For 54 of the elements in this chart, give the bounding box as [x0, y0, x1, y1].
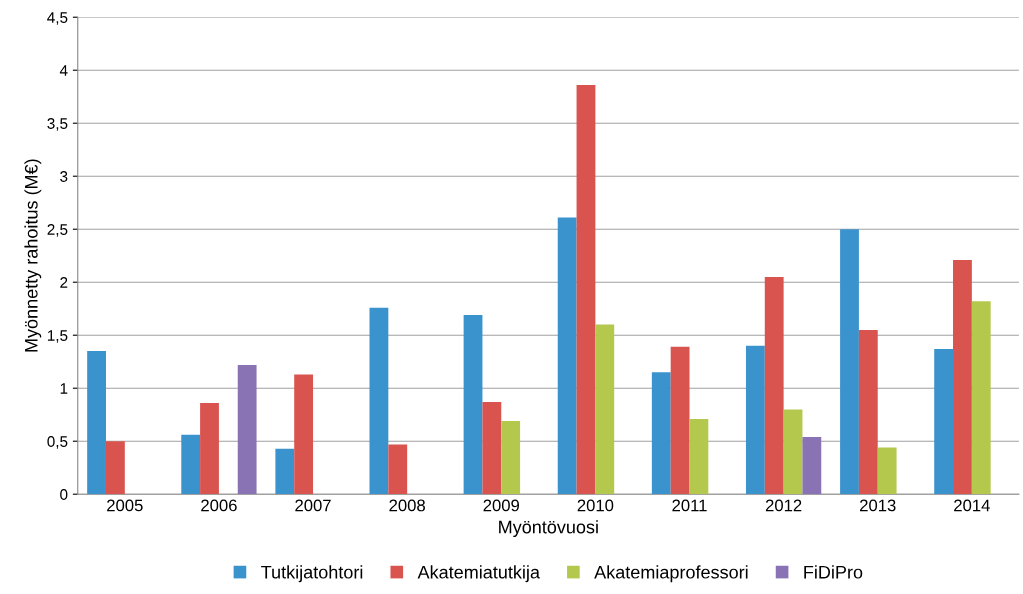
y-axis-title: Myönnetty rahoitus (M€) [24, 159, 42, 352]
bar [200, 403, 219, 495]
bar [651, 372, 671, 495]
bar [482, 401, 502, 495]
bar [87, 351, 106, 495]
bar [953, 259, 972, 495]
bar [369, 307, 389, 495]
x-tick-label: 2012 [765, 499, 802, 512]
bar [501, 421, 521, 495]
x-axis-title: Myöntövuosi [499, 520, 598, 537]
bar [858, 329, 878, 495]
bar [275, 448, 295, 495]
y-tick-label: 3 [60, 171, 68, 182]
bar [877, 447, 897, 495]
legend-label: Tutkijatohtori [261, 565, 363, 583]
y-tick-label: 4 [59, 65, 68, 76]
bar [294, 374, 314, 495]
x-tick-label: 2014 [954, 499, 990, 512]
bar [689, 418, 709, 495]
x-tick-label: 2009 [483, 499, 520, 512]
bar [576, 85, 596, 495]
bar [802, 436, 822, 495]
bar [934, 348, 954, 495]
legend-label: FiDiPro [804, 565, 863, 579]
x-tick-label: 2007 [295, 499, 331, 512]
y-tick-label: 1,5 [47, 330, 68, 343]
bar [181, 434, 201, 495]
y-tick-label: 0 [60, 489, 68, 500]
legend-label: Akatemiatutkija [417, 565, 540, 583]
y-tick-label: 1 [60, 383, 68, 394]
y-tick-label: 0,5 [47, 436, 68, 449]
x-tick-label: 2006 [201, 499, 237, 512]
bar [105, 441, 125, 495]
bar [745, 345, 765, 495]
bar [840, 229, 859, 495]
y-tick-label: 2 [60, 277, 68, 288]
y-tick-label: 3,5 [47, 118, 68, 131]
x-tick-label: 2011 [672, 499, 707, 512]
x-tick-label: 2005 [107, 499, 143, 512]
x-tick-label: 2013 [860, 499, 896, 512]
bar [557, 217, 577, 495]
bar [783, 409, 803, 495]
legend-label: Akatemiaprofessori [594, 565, 748, 583]
bar [237, 364, 257, 495]
bar [764, 276, 784, 495]
bar [670, 346, 690, 495]
y-tick-label: 4,5 [47, 12, 68, 25]
bar [595, 324, 615, 495]
bar [388, 444, 408, 495]
x-tick-label: 2008 [389, 499, 425, 512]
bar [971, 301, 991, 495]
x-tick-label: 2010 [577, 499, 614, 512]
y-tick-label: 2,5 [47, 224, 68, 237]
bar [463, 315, 483, 495]
